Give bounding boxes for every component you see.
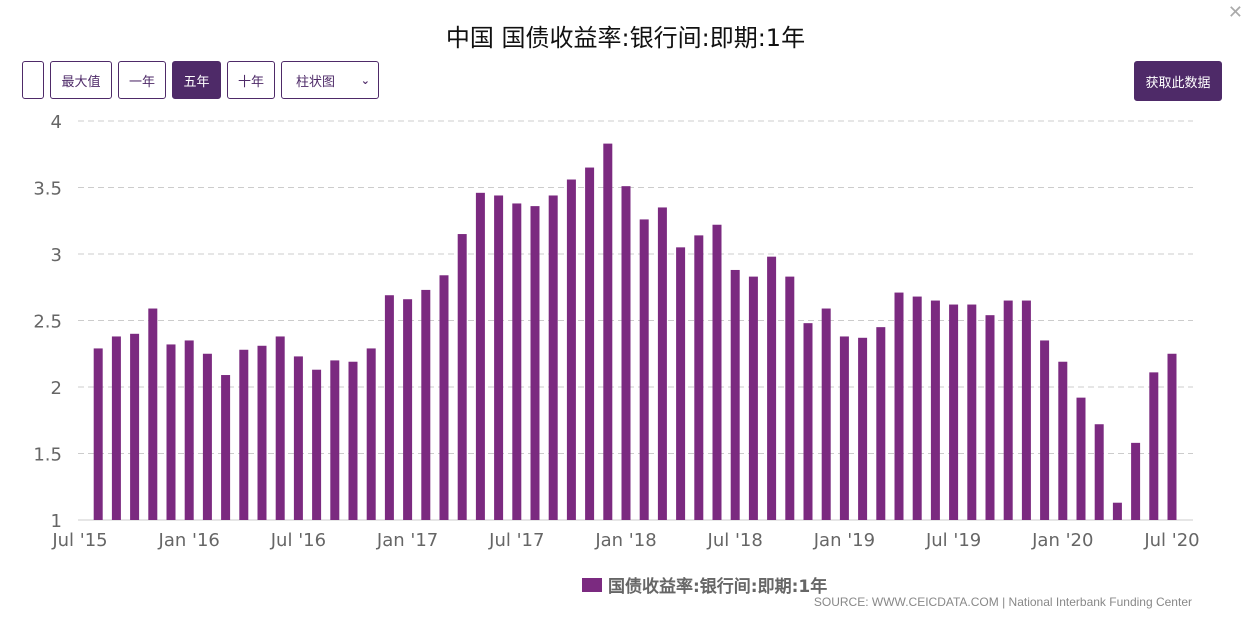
five-year-button[interactable]: 五年 [172,61,221,99]
bar[interactable] [821,308,831,520]
y-tick-label: 1 [51,511,62,532]
x-tick-label: Jul '15 [51,530,107,551]
y-tick-label: 2 [51,378,62,399]
x-tick-label: Jul '18 [707,530,763,551]
max-range-button[interactable]: 最大值 [50,61,112,99]
y-tick-label: 1.5 [33,445,62,466]
bar[interactable] [1131,442,1141,520]
bar[interactable] [894,292,904,520]
bar[interactable] [330,360,340,520]
x-tick-label: Jul '20 [1143,530,1199,551]
x-tick-label: Jul '19 [925,530,981,551]
bar[interactable] [475,192,485,520]
source-note: SOURCE: WWW.CEICDATA.COM | National Inte… [813,595,1192,609]
bar[interactable] [767,256,777,520]
bar[interactable] [1040,340,1050,520]
x-tick-label: Jul '17 [488,530,544,551]
bar[interactable] [93,348,103,520]
y-tick-label: 3.5 [33,179,62,200]
bar[interactable] [384,295,394,520]
bar[interactable] [457,234,467,521]
bar[interactable] [748,276,758,520]
y-tick-label: 2.5 [33,312,62,333]
bar[interactable] [530,206,540,520]
bar[interactable] [621,186,631,521]
bar[interactable] [512,203,522,520]
bar[interactable] [293,356,303,520]
bar[interactable] [839,336,849,520]
close-icon[interactable]: ✕ [1227,2,1243,23]
bar[interactable] [148,308,158,520]
bar[interactable] [1058,361,1068,520]
bar[interactable] [694,235,704,520]
bar[interactable] [858,337,868,520]
chevron-down-icon: ⌄ [360,73,370,87]
x-tick-label: Jan '20 [1031,530,1093,551]
bar[interactable] [130,333,140,520]
bar[interactable] [803,323,813,520]
chart-title: 中国 国债收益率:银行间:即期:1年 [445,24,806,52]
bar[interactable] [1094,424,1104,520]
legend[interactable]: 国债收益率:银行间:即期:1年 [582,572,827,597]
bar[interactable] [676,247,686,520]
bar[interactable] [657,207,667,520]
bar[interactable] [1003,300,1013,520]
get-data-button[interactable]: 获取此数据 [1134,61,1222,101]
bar[interactable] [1167,353,1177,520]
bar[interactable] [1076,397,1086,520]
bar[interactable] [930,300,940,520]
x-tick-label: Jan '18 [594,530,656,551]
y-tick-label: 3 [51,245,62,266]
chart-type-value: 柱状图 [296,74,336,90]
bar[interactable] [548,195,558,521]
bar[interactable] [275,336,285,520]
bar[interactable] [985,315,995,520]
legend-swatch [582,577,602,592]
bar[interactable] [221,375,231,520]
bar[interactable] [949,304,959,520]
bar[interactable] [585,167,595,521]
bar[interactable] [785,276,795,520]
ten-year-button[interactable]: 十年 [227,61,275,99]
bar[interactable] [184,340,194,520]
bar[interactable] [166,344,176,520]
y-tick-label: 4 [51,112,62,133]
bar[interactable] [1112,502,1122,520]
bar[interactable] [312,369,322,520]
blank-button[interactable] [22,61,44,99]
legend-label: 国债收益率:银行间:即期:1年 [608,577,828,597]
x-tick-label: Jan '19 [813,530,875,551]
bar[interactable] [348,361,358,520]
bar[interactable] [202,353,212,520]
bar[interactable] [967,304,977,520]
bar[interactable] [439,275,449,520]
bar[interactable] [712,224,722,521]
x-tick-label: Jul '16 [270,530,326,551]
bar[interactable] [566,179,576,520]
bar[interactable] [1021,300,1031,520]
bar[interactable] [639,219,649,521]
bar[interactable] [403,299,413,520]
bar[interactable] [876,327,886,520]
chart-type-select[interactable]: 柱状图 ⌄ [281,61,379,99]
x-tick-label: Jan '17 [376,530,438,551]
bar[interactable] [366,348,376,520]
bar[interactable] [494,195,504,521]
bar[interactable] [603,143,613,521]
bar[interactable] [239,349,249,520]
bar[interactable] [257,345,267,520]
bar[interactable] [1149,372,1159,520]
bar[interactable] [912,296,922,520]
x-tick-label: Jan '16 [158,530,220,551]
one-year-button[interactable]: 一年 [118,61,166,99]
bar[interactable] [111,336,121,520]
bar[interactable] [421,289,431,520]
bar[interactable] [730,269,740,520]
